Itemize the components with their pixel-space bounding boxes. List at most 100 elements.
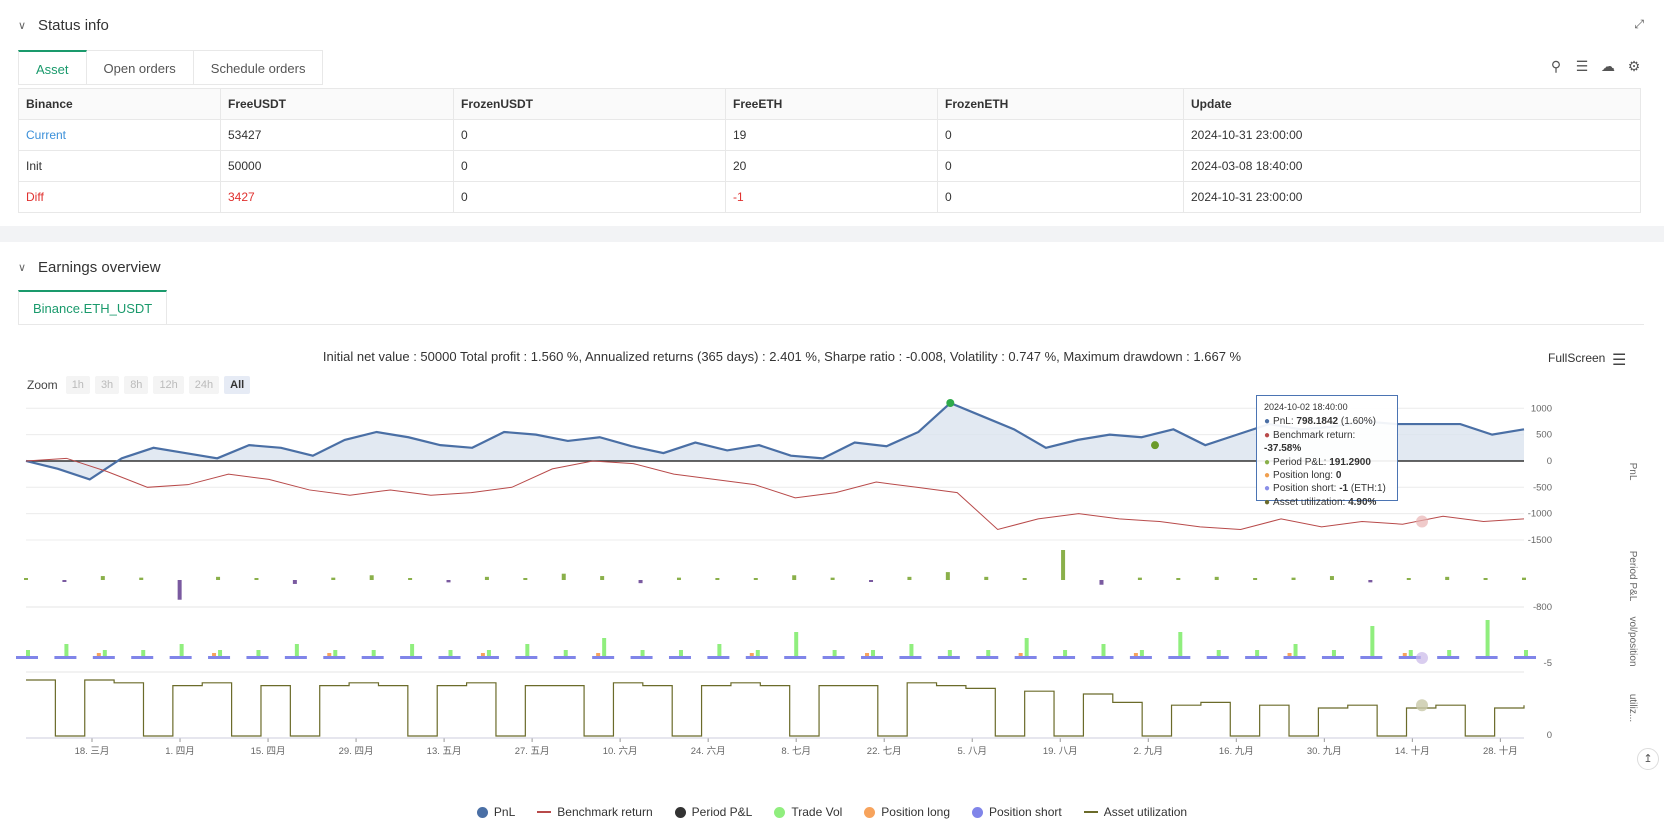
tab-open-orders[interactable]: Open orders xyxy=(86,50,194,85)
table-cell: 0 xyxy=(937,150,1184,182)
period-pnl-bar xyxy=(1176,578,1181,580)
zoom-12h-button[interactable]: 12h xyxy=(153,376,184,394)
legend-label: Position short xyxy=(989,805,1062,819)
trade-vol-bar xyxy=(1524,650,1528,656)
period-pnl-bar xyxy=(561,573,566,580)
zoom-24h-button[interactable]: 24h xyxy=(188,376,220,394)
tooltip-value: 0 xyxy=(1335,470,1342,482)
legend-item[interactable]: Position long xyxy=(864,805,950,819)
tooltip-rows: ● PnL: 798.1842 (1.60%) ● Benchmark return:… xyxy=(1264,415,1390,509)
tooltip-row: ● Position short: -1 (ETH:1) xyxy=(1264,482,1390,495)
trade-vol-bar xyxy=(26,650,30,656)
chevron-down-icon[interactable]: ∨ xyxy=(18,261,27,274)
table-cell: 2024-03-08 18:40:00 xyxy=(1183,150,1641,182)
trade-vol-bar xyxy=(678,650,683,656)
tooltip-value: 4.90% xyxy=(1348,496,1377,508)
legend-dot-icon xyxy=(674,806,686,818)
period-pnl-bar xyxy=(600,576,605,580)
tooltip-date: 2024-10-02 18:40:00 xyxy=(1264,402,1348,412)
table-cell: 3427 xyxy=(220,181,454,213)
chevron-down-icon[interactable]: ∨ xyxy=(18,19,27,32)
tooltip-label: Period P&L: xyxy=(1273,456,1330,468)
tab-schedule-orders[interactable]: Schedule orders xyxy=(193,50,324,85)
table-cell: 20 xyxy=(725,150,938,182)
position-short-bar xyxy=(630,656,653,659)
trade-vol-bar xyxy=(1101,644,1106,656)
tab-asset[interactable]: Asset xyxy=(18,50,87,85)
fullscreen-button[interactable]: FullScreen xyxy=(1548,351,1606,365)
zoom-1h-button[interactable]: 1h xyxy=(65,376,90,394)
x-tick-label: 16. 九月 xyxy=(1219,745,1254,757)
status-section-header[interactable]: ∨ Status info xyxy=(18,14,109,36)
legend-label: PnL xyxy=(493,805,516,819)
tooltip-dot-icon: ● xyxy=(1264,429,1271,441)
scroll-top-icon[interactable]: ↥ xyxy=(1637,748,1659,770)
x-tick-label: 27. 五月 xyxy=(515,746,550,757)
zoom-bar: Zoom 1h 3h 8h 12h 24h All xyxy=(27,376,251,394)
position-short-bar xyxy=(1091,656,1114,659)
tooltip-value: 798.1842 xyxy=(1296,416,1339,428)
x-tick-label: 8. 七月 xyxy=(781,746,811,757)
position-short-bar xyxy=(553,656,576,659)
tab-instrument[interactable]: Binance.ETH_USDT xyxy=(18,290,168,324)
earnings-panel: ∨ Earnings overview xyxy=(0,242,1664,823)
x-tick-label: 13. 五月 xyxy=(427,746,462,757)
cloud-download-icon[interactable]: ☁ xyxy=(1601,58,1615,74)
collapse-icon[interactable]: ⤢ xyxy=(1634,17,1644,31)
legend-item[interactable]: PnL xyxy=(476,805,516,819)
status-tabs: Asset Open orders Schedule orders xyxy=(18,50,324,85)
position-short-bar xyxy=(438,656,461,659)
period-pnl-bar xyxy=(292,580,297,584)
trade-vol-bar xyxy=(947,650,952,656)
tooltip-row: ● PnL: 798.1842 (1.60%) xyxy=(1264,415,1390,428)
row-label-init: Init xyxy=(18,150,221,182)
period-pnl-bar xyxy=(100,576,105,580)
search-icon[interactable]: ⚲ xyxy=(1550,58,1562,74)
legend-item[interactable]: Period P&L xyxy=(674,805,752,819)
earnings-section-header[interactable]: ∨ Earnings overview xyxy=(18,256,161,278)
legend-item[interactable]: Trade Vol xyxy=(774,805,842,819)
row-label-current[interactable]: Current xyxy=(18,119,221,151)
position-short-bar xyxy=(1168,656,1191,659)
legend-label: Position long xyxy=(881,805,950,819)
chart-menu-icon[interactable]: ☰ xyxy=(1612,352,1627,369)
trade-vol-bar xyxy=(832,650,837,656)
position-short-bar xyxy=(1245,656,1268,659)
zoom-3h-button[interactable]: 3h xyxy=(94,376,120,394)
tooltip-row: ● Benchmark return: -37.58% xyxy=(1264,429,1390,456)
period-pnl-bar xyxy=(676,577,681,580)
zoom-all-button[interactable]: All xyxy=(224,376,251,394)
legend-item[interactable]: Position short xyxy=(972,805,1062,819)
position-short-bar xyxy=(976,656,999,659)
trade-vol-bar xyxy=(1447,650,1452,656)
y-tick-label: 0 xyxy=(1547,730,1552,741)
tooltip-value: -1 xyxy=(1339,483,1349,495)
peak-marker xyxy=(946,399,955,407)
trade-vol-bar xyxy=(717,644,722,656)
position-long-bar xyxy=(1402,653,1407,656)
table-cell: 2024-10-31 23:00:00 xyxy=(1183,119,1641,151)
col-header: Binance xyxy=(18,88,221,120)
gear-icon[interactable]: ⚙ xyxy=(1627,58,1641,74)
legend-item[interactable]: Benchmark return xyxy=(537,805,653,819)
trade-vol-bar xyxy=(755,650,760,656)
status-title: Status info xyxy=(38,16,109,34)
position-long-bar xyxy=(1287,653,1292,656)
zoom-8h-button[interactable]: 8h xyxy=(124,376,149,394)
table-cell: 2024-10-31 23:00:00 xyxy=(1183,181,1641,213)
tooltip-dot-icon: ● xyxy=(1264,456,1271,468)
table-tools: ⚲ ☰ ☁ ⚙ xyxy=(1548,58,1642,74)
position-short-bar xyxy=(208,656,231,659)
trade-vol-bar xyxy=(1331,650,1336,656)
position-short-bar xyxy=(361,656,384,659)
x-tick-label: 1. 四月 xyxy=(165,746,195,757)
period-pnl-bar xyxy=(1445,576,1450,580)
legend-item[interactable]: Asset utilization xyxy=(1083,805,1187,819)
period-pnl-bar xyxy=(1137,577,1142,580)
position-short-bar xyxy=(246,656,269,659)
x-tick-label: 22. 七月 xyxy=(867,746,902,757)
position-long-bar xyxy=(1133,653,1138,656)
period-pnl-bar xyxy=(830,577,835,580)
list-icon[interactable]: ☰ xyxy=(1575,58,1589,74)
